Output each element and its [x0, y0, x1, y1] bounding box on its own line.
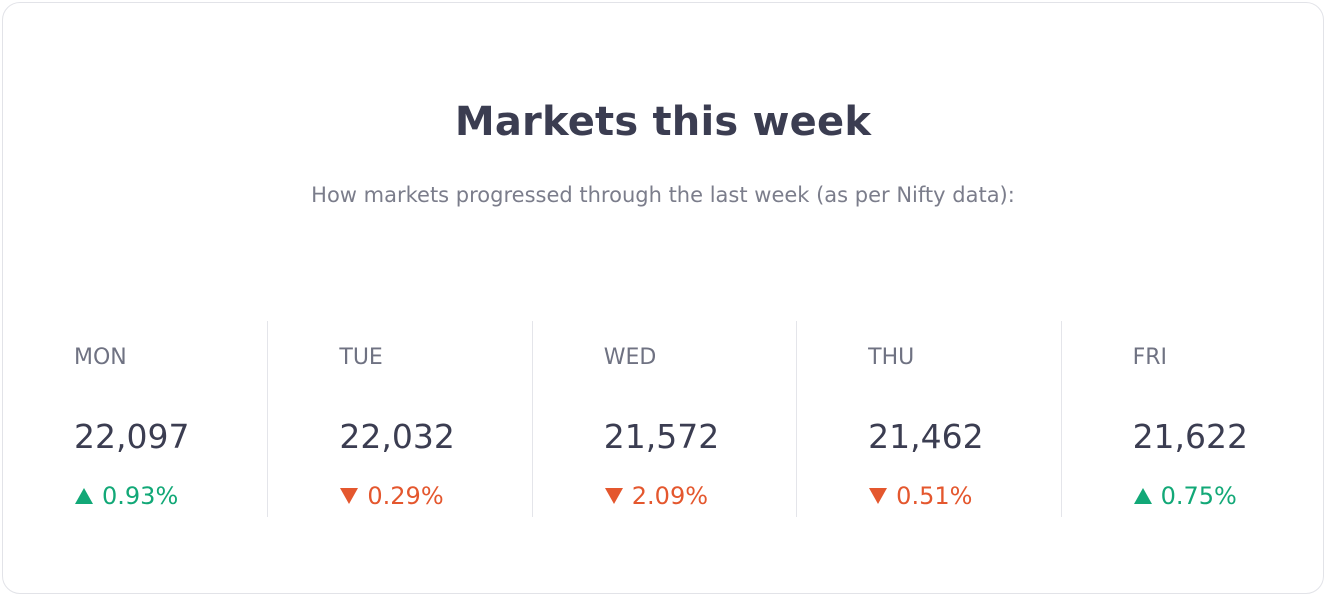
day-change: 0.93%: [74, 482, 178, 510]
change-text: 0.29%: [367, 482, 444, 510]
arrow-shape: [869, 488, 888, 504]
change-text: 0.75%: [1160, 482, 1237, 510]
card-subtitle: How markets progressed through the last …: [311, 183, 1015, 207]
arrow-shape: [1133, 488, 1152, 504]
day-value: 21,462: [868, 417, 984, 456]
day-column: WED 21,572 2.09%: [531, 321, 796, 517]
day-column: MON 22,097 0.93%: [3, 321, 267, 517]
day-column: THU 21,462 0.51%: [796, 321, 1060, 517]
day-value: 21,622: [1132, 417, 1249, 456]
day-change: 0.75%: [1133, 482, 1237, 510]
day-label: FRI: [1132, 345, 1167, 370]
day-value: 22,097: [74, 417, 190, 456]
change-text: 0.51%: [896, 482, 973, 510]
day-value: 21,572: [603, 417, 720, 456]
change-text: 2.09%: [631, 482, 709, 510]
day-change: 0.29%: [339, 482, 444, 510]
change-arrow: [1133, 488, 1152, 504]
card-title: Markets this week: [454, 99, 872, 145]
change-arrow: [604, 488, 623, 504]
day-row: MON 22,097 0.93% TUE 22,032 0.29% WED 21,572 2.0…: [3, 321, 1325, 517]
day-label: THU: [868, 345, 915, 370]
arrow-shape: [340, 488, 359, 504]
day-change: 0.51%: [868, 482, 972, 510]
change-arrow: [869, 488, 888, 504]
day-label: MON: [74, 345, 127, 370]
day-value: 22,032: [339, 417, 455, 456]
day-column: TUE 22,032 0.29%: [267, 321, 531, 517]
arrow-shape: [75, 488, 93, 504]
day-label: WED: [603, 345, 657, 370]
change-text: 0.93%: [102, 482, 179, 510]
change-arrow: [340, 488, 359, 504]
day-column: FRI 21,622 0.75%: [1060, 321, 1325, 517]
day-label: TUE: [339, 345, 383, 370]
arrow-shape: [604, 488, 623, 504]
change-arrow: [75, 488, 93, 504]
day-change: 2.09%: [604, 482, 708, 510]
